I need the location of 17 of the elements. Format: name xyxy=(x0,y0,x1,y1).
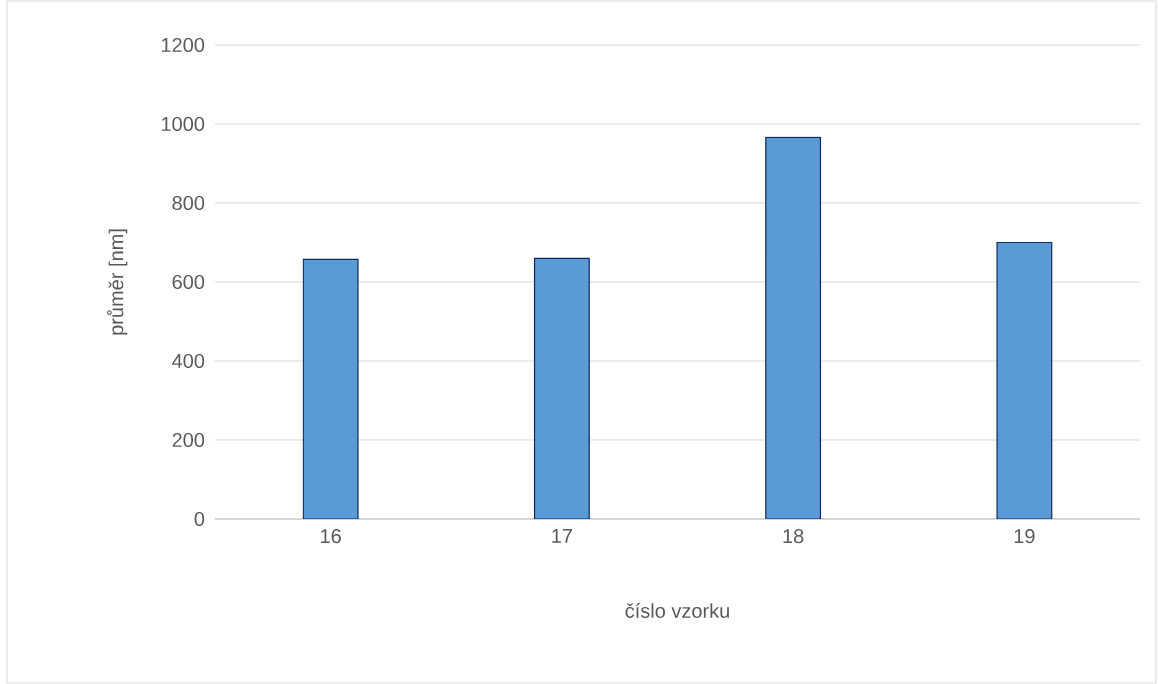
bar xyxy=(996,241,1053,519)
x-tick-label: 17 xyxy=(552,529,572,543)
x-tick-label: 18 xyxy=(783,529,804,544)
y-tick-label: 400 xyxy=(172,353,205,369)
y-tick-label: 800 xyxy=(172,195,205,211)
y-tick-label: 200 xyxy=(172,432,205,448)
x-tick-label: 16 xyxy=(321,529,341,544)
bar xyxy=(765,136,822,519)
x-axis-title: číslo vzorku xyxy=(625,603,729,618)
y-tick-label: 600 xyxy=(172,274,205,290)
y-tick-label: 1000 xyxy=(161,116,205,132)
y-tick-label: 0 xyxy=(194,511,205,527)
bar xyxy=(533,257,590,519)
x-tick-label: 19 xyxy=(1014,529,1035,544)
y-tick-label: 1200 xyxy=(161,37,205,53)
bar xyxy=(302,258,359,519)
y-axis-title: průměr [nm] xyxy=(107,229,128,335)
